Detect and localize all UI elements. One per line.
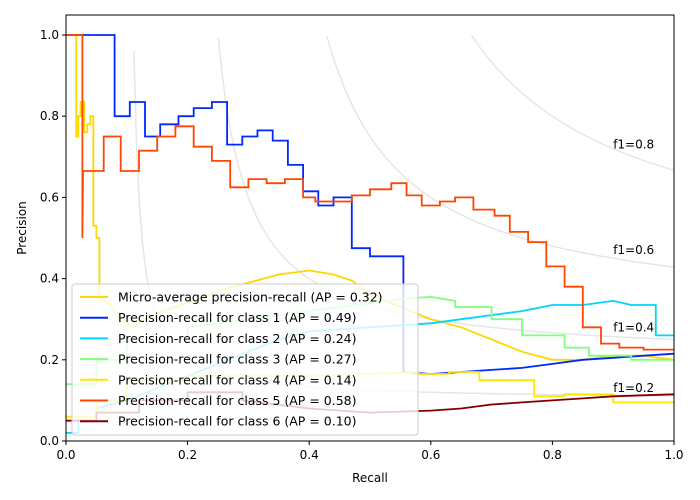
legend-label-4: Precision-recall for class 4 (AP = 0.14) bbox=[118, 372, 356, 387]
iso-f1-labels: f1=0.2 f1=0.4 f1=0.6 f1=0.8 bbox=[613, 138, 654, 396]
x-tick-label: 1.0 bbox=[664, 448, 683, 462]
x-tick-label: 0.6 bbox=[421, 448, 440, 462]
iso-f1-label: f1=0.4 bbox=[613, 320, 654, 334]
x-tick-label: 0.8 bbox=[543, 448, 562, 462]
x-tick-label: 0.0 bbox=[56, 448, 75, 462]
x-axis-label: Recall bbox=[352, 471, 388, 485]
legend-frame bbox=[71, 283, 419, 436]
y-tick-label: 0.6 bbox=[40, 190, 59, 204]
y-axis-label: Precision bbox=[15, 201, 29, 255]
legend: Micro-average precision-recall (AP = 0.3… bbox=[71, 283, 419, 436]
y-tick-label: 1.0 bbox=[40, 28, 59, 42]
legend-label-2: Precision-recall for class 2 (AP = 0.24) bbox=[118, 331, 356, 346]
legend-label-5: Precision-recall for class 5 (AP = 0.58) bbox=[118, 393, 356, 408]
y-tick-label: 0.8 bbox=[40, 109, 59, 123]
y-tick-label: 0.4 bbox=[40, 272, 59, 286]
iso-f1-curve bbox=[470, 35, 674, 172]
iso-f1-curve bbox=[326, 35, 674, 268]
plot-frame bbox=[65, 14, 675, 442]
legend-label-1: Precision-recall for class 1 (AP = 0.49) bbox=[118, 310, 356, 325]
iso-f1-label: f1=0.6 bbox=[613, 243, 654, 257]
x-tick-label: 0.2 bbox=[178, 448, 197, 462]
legend-label-0: Micro-average precision-recall (AP = 0.3… bbox=[118, 290, 383, 305]
legend-label-3: Precision-recall for class 3 (AP = 0.27) bbox=[118, 352, 356, 367]
x-tick-label: 0.4 bbox=[300, 448, 319, 462]
y-tick-label: 0.2 bbox=[40, 353, 59, 367]
series-line-5 bbox=[66, 34, 674, 351]
series-line-1 bbox=[66, 34, 674, 375]
y-tick-label: 0.0 bbox=[40, 434, 59, 448]
x-axis-ticks: 0.0 0.2 0.4 0.6 0.8 1.0 bbox=[56, 441, 684, 462]
iso-f1-label: f1=0.8 bbox=[613, 138, 654, 152]
legend-label-6: Precision-recall for class 6 (AP = 0.10) bbox=[118, 414, 356, 429]
y-axis-ticks: 0.0 0.2 0.4 0.6 0.8 1.0 bbox=[40, 28, 66, 448]
iso-f1-label: f1=0.2 bbox=[613, 381, 654, 395]
